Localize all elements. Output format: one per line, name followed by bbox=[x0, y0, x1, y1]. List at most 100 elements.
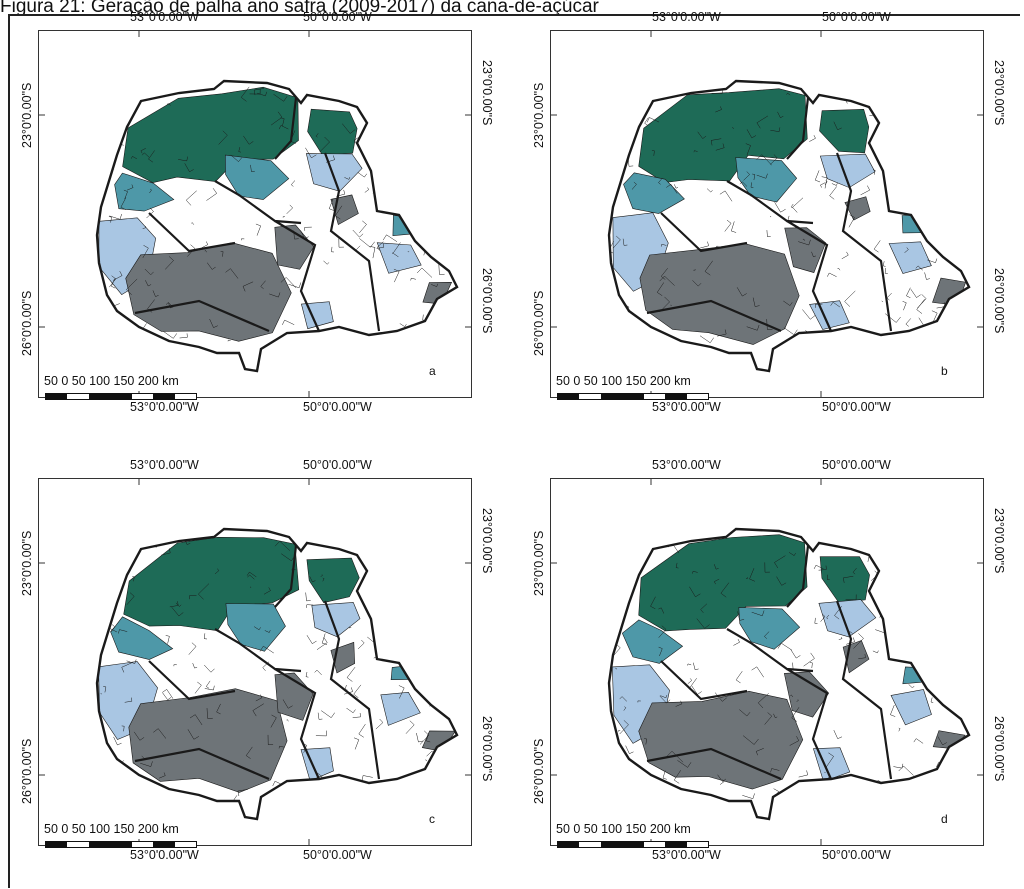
mesoregion-boundary bbox=[274, 220, 321, 332]
municipality-boundary bbox=[922, 89, 938, 98]
municipality-boundary bbox=[623, 706, 627, 711]
municipality-boundary bbox=[764, 631, 770, 639]
municipality-boundary bbox=[317, 712, 323, 720]
municipality-boundary bbox=[613, 576, 623, 584]
municipality-boundary bbox=[658, 646, 663, 657]
municipality-boundary bbox=[773, 713, 778, 719]
municipality-boundary bbox=[241, 238, 245, 241]
lat-label-left-bottom: 26°0'0.00"S bbox=[532, 738, 546, 804]
municipality-boundary bbox=[731, 127, 734, 129]
municipality-boundary bbox=[745, 577, 749, 579]
municipality-boundary bbox=[255, 223, 262, 236]
municipality-boundary bbox=[269, 292, 281, 298]
municipality-boundary bbox=[814, 170, 821, 183]
municipality-boundary bbox=[730, 221, 737, 233]
municipality-boundary bbox=[407, 251, 410, 253]
municipality-boundary bbox=[693, 269, 696, 271]
municipality-boundary bbox=[286, 204, 294, 214]
municipality-boundary bbox=[255, 694, 263, 702]
municipality-boundary bbox=[908, 684, 915, 689]
municipality-boundary bbox=[306, 635, 317, 645]
lon-label-bottom-right: 50°0'0.00"W bbox=[822, 400, 891, 414]
municipality-boundary bbox=[693, 150, 698, 153]
municipality-boundary bbox=[675, 700, 683, 707]
municipality-boundary bbox=[359, 238, 375, 248]
municipality-boundary bbox=[389, 123, 392, 126]
municipality-boundary bbox=[316, 637, 328, 650]
municipality-boundary bbox=[814, 617, 818, 624]
municipality-boundary bbox=[925, 108, 932, 112]
municipality-boundary bbox=[108, 106, 116, 110]
municipality-boundary bbox=[790, 649, 801, 659]
municipality-boundary bbox=[145, 280, 152, 287]
municipality-boundary bbox=[756, 115, 769, 129]
municipality-boundary bbox=[418, 185, 428, 193]
municipality-boundary bbox=[612, 643, 621, 657]
mesoregion-boundary bbox=[274, 536, 299, 608]
municipality-boundary bbox=[666, 750, 684, 763]
lat-label-right-top: 23°0'0.00"S bbox=[992, 508, 1006, 574]
municipality-boundary bbox=[915, 656, 918, 659]
municipality-boundary bbox=[448, 183, 451, 188]
municipality-boundary bbox=[445, 90, 450, 98]
municipality-boundary bbox=[897, 131, 906, 144]
municipality-boundary bbox=[937, 736, 947, 746]
municipality-boundary bbox=[713, 578, 720, 585]
municipality-boundary bbox=[802, 238, 805, 241]
state-outline bbox=[607, 79, 971, 373]
municipality-boundary bbox=[786, 92, 791, 96]
municipality-boundary bbox=[264, 630, 271, 633]
municipality-boundary bbox=[429, 541, 437, 545]
municipality-boundary bbox=[97, 81, 100, 87]
municipality-boundary bbox=[159, 81, 172, 87]
lat-label-right-top: 23°0'0.00"S bbox=[992, 60, 1006, 126]
municipality-boundary bbox=[791, 707, 800, 722]
municipality-boundary bbox=[931, 310, 938, 324]
municipality-boundary bbox=[449, 563, 455, 576]
municipality-boundary bbox=[118, 553, 123, 559]
municipality-boundary bbox=[755, 748, 764, 756]
municipality-boundary bbox=[954, 671, 969, 683]
municipality-boundary bbox=[770, 768, 780, 773]
municipality-boundary bbox=[382, 234, 398, 242]
municipality-boundary bbox=[445, 305, 451, 313]
municipality-boundary bbox=[700, 241, 709, 249]
region-light bbox=[812, 747, 851, 782]
municipality-boundary bbox=[844, 290, 856, 307]
municipality-boundary bbox=[442, 100, 446, 106]
municipality-boundary bbox=[339, 531, 346, 544]
municipality-boundary bbox=[766, 319, 773, 330]
municipality-boundary bbox=[873, 240, 881, 253]
municipality-boundary bbox=[126, 592, 135, 605]
municipality-boundary bbox=[406, 634, 410, 639]
municipality-boundary bbox=[420, 596, 427, 602]
mesoregion-boundary bbox=[786, 668, 833, 780]
municipality-boundary bbox=[660, 243, 667, 247]
municipality-boundary bbox=[410, 277, 416, 281]
municipality-boundary bbox=[756, 173, 768, 179]
mesoregion-boundary bbox=[660, 212, 748, 253]
municipality-boundary bbox=[777, 111, 784, 119]
municipality-boundary bbox=[169, 601, 179, 608]
lon-label-bottom-left: 53°0'0.00"W bbox=[652, 400, 721, 414]
municipality-boundary bbox=[201, 241, 209, 249]
municipality-boundary bbox=[227, 339, 231, 342]
municipality-boundary bbox=[406, 639, 409, 641]
municipality-boundary bbox=[966, 177, 969, 185]
municipality-boundary bbox=[161, 548, 171, 556]
municipality-boundary bbox=[344, 687, 353, 695]
region-dark bbox=[306, 557, 360, 603]
municipality-boundary bbox=[646, 117, 660, 123]
municipality-boundary bbox=[742, 735, 759, 745]
municipality-boundary bbox=[675, 562, 679, 569]
municipality-boundary bbox=[906, 287, 911, 299]
municipality-boundary bbox=[399, 323, 407, 328]
municipality-boundary bbox=[766, 230, 771, 237]
municipality-boundary bbox=[140, 761, 153, 767]
municipality-boundary bbox=[124, 697, 133, 703]
municipality-boundary bbox=[770, 215, 772, 218]
municipality-boundary bbox=[658, 607, 665, 614]
municipality-boundary bbox=[310, 786, 315, 790]
scale-numbers: 50 0 50 100 150 200 km bbox=[556, 374, 691, 388]
municipality-boundary bbox=[114, 537, 123, 551]
